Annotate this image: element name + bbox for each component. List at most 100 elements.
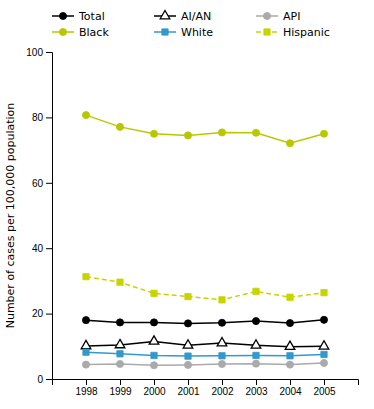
- x-tick-label: 1999: [109, 386, 132, 397]
- point: [253, 352, 259, 358]
- point: [321, 290, 327, 296]
- x-tick: 2001: [177, 379, 200, 397]
- point: [149, 336, 159, 344]
- legend-item: AI/AN: [154, 10, 211, 23]
- x-tick-label: 1998: [75, 386, 98, 397]
- point: [82, 112, 89, 119]
- point: [218, 129, 225, 136]
- y-tick: 80: [32, 112, 52, 123]
- point: [286, 320, 293, 327]
- point: [115, 339, 125, 347]
- series: [83, 349, 327, 359]
- x-tick: 2003: [245, 379, 268, 397]
- y-tick: 100: [26, 47, 52, 58]
- x-axis-line: [53, 380, 359, 386]
- point: [319, 341, 329, 349]
- legend-label: Hispanic: [283, 26, 330, 39]
- point: [83, 349, 89, 355]
- point: [117, 351, 123, 357]
- y-tick-mark: [46, 52, 52, 53]
- legend-swatch-marker: [59, 28, 66, 35]
- x-tick-label: 2004: [279, 386, 302, 397]
- y-axis-line: [46, 53, 53, 380]
- y-tick-mark: [46, 314, 52, 315]
- x-tick-mark: [154, 379, 155, 385]
- x-tick: 1998: [75, 379, 98, 397]
- series-line: [86, 115, 324, 143]
- point: [320, 316, 327, 323]
- point: [150, 362, 157, 369]
- point: [183, 340, 193, 348]
- legend-swatch-marker: [264, 29, 270, 35]
- x-tick: 2002: [211, 379, 234, 397]
- x-tick-mark: [256, 379, 257, 385]
- point: [81, 340, 91, 348]
- point: [219, 353, 225, 359]
- point: [83, 273, 89, 279]
- series-layer: [81, 112, 329, 369]
- y-tick-label: 100: [26, 47, 43, 58]
- legend-label: Total: [78, 10, 105, 23]
- legend-label: Black: [79, 26, 109, 39]
- point: [219, 297, 225, 303]
- point: [151, 352, 157, 358]
- series: [82, 316, 327, 327]
- legend-swatch-marker: [59, 12, 66, 19]
- legend-item: Total: [52, 10, 105, 23]
- x-tick-mark: [86, 379, 87, 385]
- y-axis: 0 20 40 60 80 100: [26, 47, 52, 385]
- point: [285, 341, 295, 349]
- legend-swatch-marker: [263, 12, 270, 19]
- point: [82, 317, 89, 324]
- legend-label: White: [181, 26, 213, 39]
- y-tick-label: 0: [37, 374, 43, 385]
- y-tick-mark: [46, 183, 52, 184]
- point: [253, 288, 259, 294]
- y-tick-label: 80: [32, 112, 44, 123]
- legend: TotalBlackAI/ANWhiteAPIHispanic: [52, 10, 330, 39]
- point: [184, 361, 191, 368]
- point: [184, 320, 191, 327]
- point: [321, 351, 327, 357]
- x-tick-label: 2003: [245, 386, 268, 397]
- point: [252, 129, 259, 136]
- x-tick-label: 2001: [177, 386, 200, 397]
- x-tick: 1999: [109, 379, 132, 397]
- point: [150, 130, 157, 137]
- y-tick: 60: [32, 178, 52, 189]
- y-axis-title: Number of cases per 100,000 population: [4, 103, 17, 329]
- point: [287, 353, 293, 359]
- point: [116, 360, 123, 367]
- legend-swatch-marker: [162, 29, 168, 35]
- x-tick-label: 2000: [143, 386, 166, 397]
- x-tick-mark: [290, 379, 291, 385]
- point: [217, 337, 227, 345]
- x-tick-label: 2002: [211, 386, 234, 397]
- legend-item: White: [154, 26, 213, 39]
- point: [116, 123, 123, 130]
- y-tick-label: 40: [32, 243, 44, 254]
- y-tick-mark: [46, 248, 52, 249]
- legend-swatch-marker: [160, 10, 170, 18]
- x-tick: 2004: [279, 379, 302, 397]
- point: [117, 279, 123, 285]
- point: [320, 359, 327, 366]
- x-tick-mark: [324, 379, 325, 385]
- legend-item: Black: [52, 26, 109, 39]
- y-tick-label: 20: [32, 308, 44, 319]
- y-tick: 0: [37, 374, 52, 385]
- point: [251, 340, 261, 348]
- point: [287, 294, 293, 300]
- x-tick-mark: [188, 379, 189, 385]
- y-tick-mark: [46, 379, 52, 380]
- x-tick: 2000: [143, 379, 166, 397]
- x-axis: 1998 1999 2000 2001 2002 2003 2004 2005: [53, 379, 359, 397]
- x-tick: 2005: [313, 379, 336, 397]
- y-tick: 40: [32, 243, 52, 254]
- y-tick: 20: [32, 308, 52, 319]
- point: [185, 293, 191, 299]
- plot-area: 1998 1999 2000 2001 2002 2003 2004 2005 0 20 40 60 8…: [26, 47, 358, 397]
- point: [185, 353, 191, 359]
- y-tick-label: 60: [32, 178, 44, 189]
- point: [286, 140, 293, 147]
